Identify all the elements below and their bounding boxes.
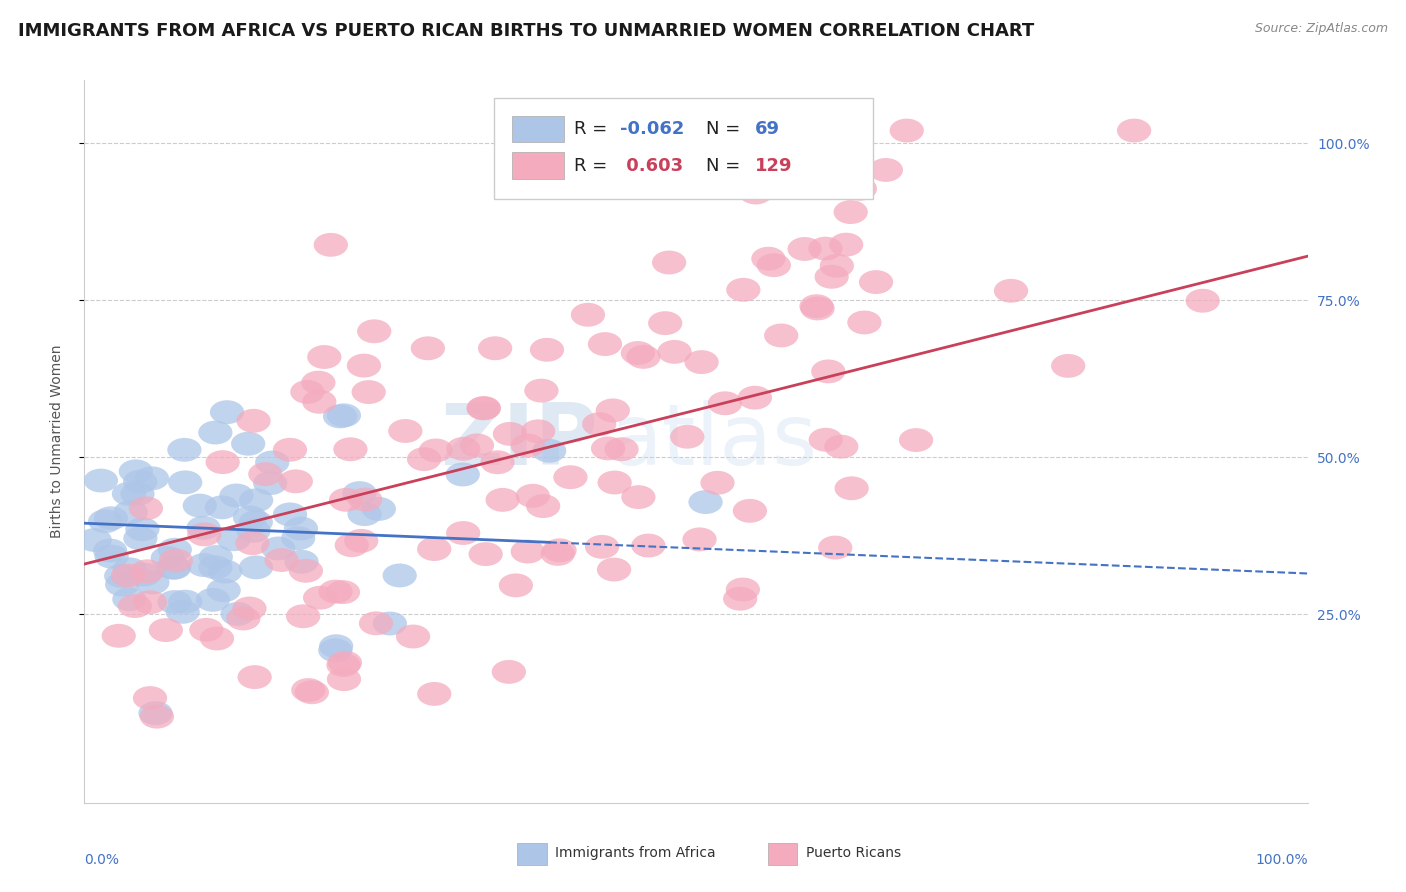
Text: 100.0%: 100.0%: [1256, 854, 1308, 867]
FancyBboxPatch shape: [517, 843, 547, 865]
Text: 0.0%: 0.0%: [84, 854, 120, 867]
Text: Puerto Ricans: Puerto Ricans: [806, 847, 901, 861]
Text: ZIP: ZIP: [440, 400, 598, 483]
Text: IMMIGRANTS FROM AFRICA VS PUERTO RICAN BIRTHS TO UNMARRIED WOMEN CORRELATION CHA: IMMIGRANTS FROM AFRICA VS PUERTO RICAN B…: [18, 22, 1035, 40]
Y-axis label: Births to Unmarried Women: Births to Unmarried Women: [49, 345, 63, 538]
Text: R =: R =: [574, 156, 613, 175]
FancyBboxPatch shape: [513, 116, 564, 143]
Text: -0.062: -0.062: [620, 120, 685, 138]
Text: R =: R =: [574, 120, 613, 138]
Text: Immigrants from Africa: Immigrants from Africa: [555, 847, 716, 861]
FancyBboxPatch shape: [768, 843, 797, 865]
Text: Source: ZipAtlas.com: Source: ZipAtlas.com: [1254, 22, 1388, 36]
Text: N =: N =: [706, 156, 745, 175]
Text: atlas: atlas: [610, 400, 818, 483]
Text: 129: 129: [755, 156, 792, 175]
Text: 69: 69: [755, 120, 780, 138]
FancyBboxPatch shape: [494, 98, 873, 200]
Text: N =: N =: [706, 120, 745, 138]
Text: 0.603: 0.603: [620, 156, 683, 175]
FancyBboxPatch shape: [513, 152, 564, 178]
